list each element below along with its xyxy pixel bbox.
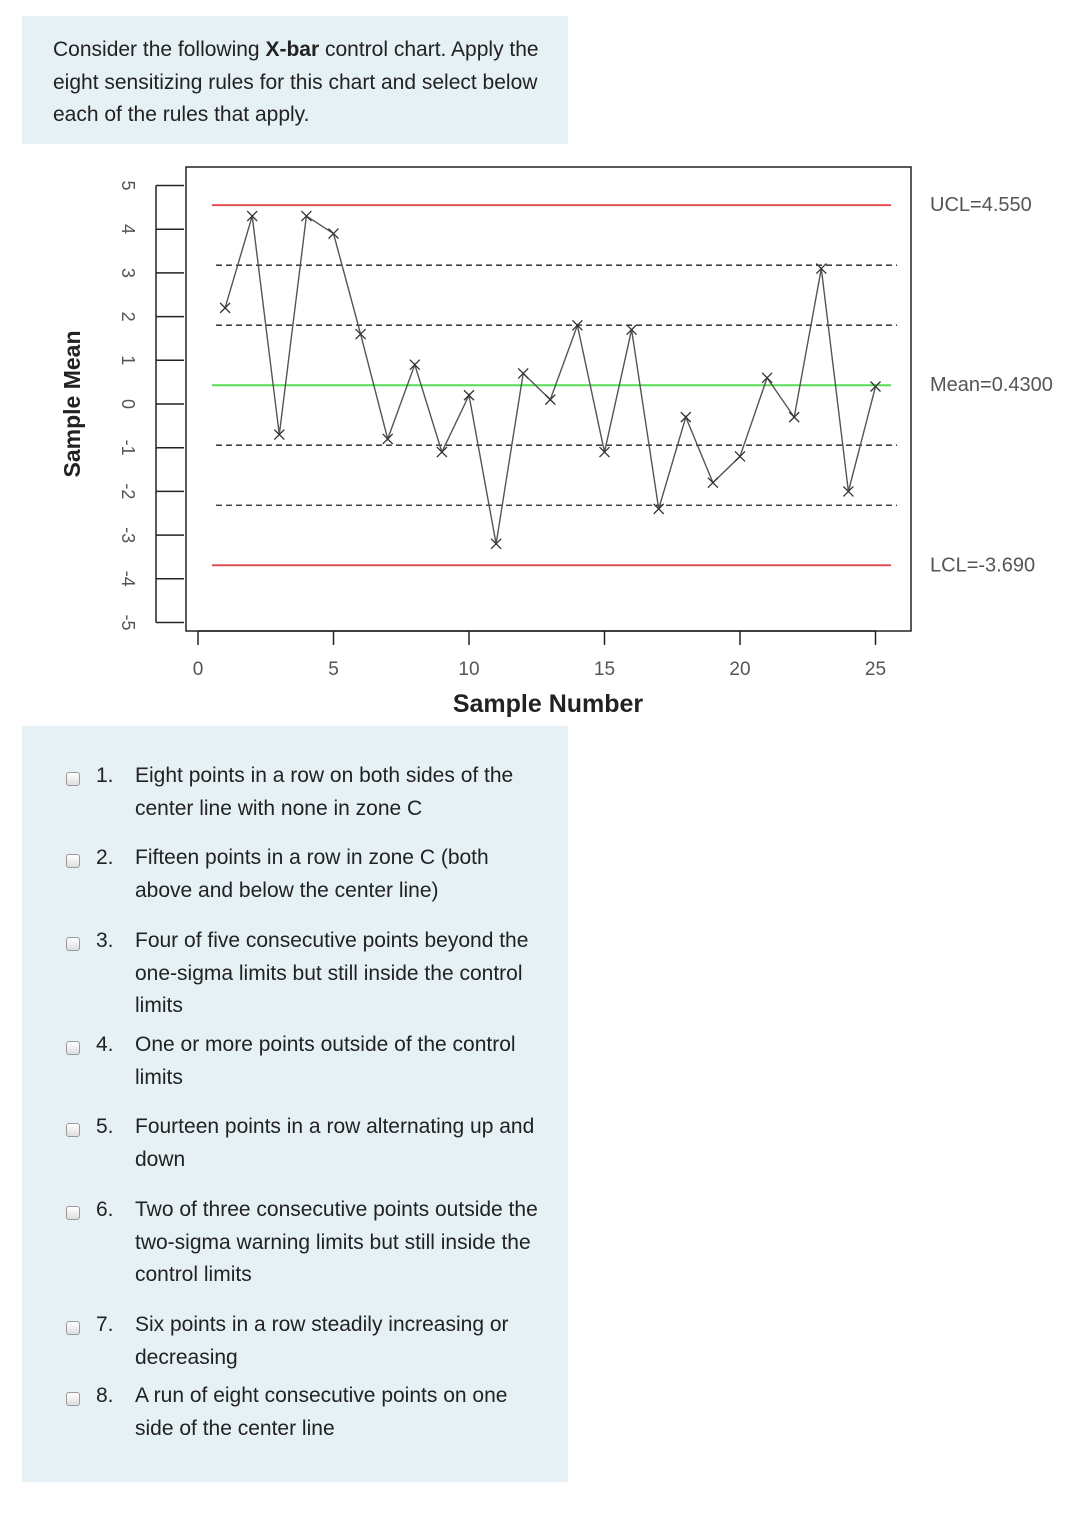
option-7-number: 7. bbox=[96, 1313, 114, 1336]
option-2-label: Fifteen points in a row in zone C (both … bbox=[135, 846, 489, 902]
option-2-checkbox[interactable] bbox=[66, 854, 80, 868]
data-point bbox=[328, 228, 339, 240]
option-4-label: One or more points outside of the contro… bbox=[135, 1033, 516, 1089]
option-4-number: 4. bbox=[96, 1033, 114, 1056]
option-2-number: 2. bbox=[96, 846, 114, 869]
x-axis-title: Sample Number bbox=[453, 690, 644, 718]
data-point bbox=[761, 372, 773, 384]
y-tick-label: -4 bbox=[118, 571, 138, 587]
option-5-number: 5. bbox=[96, 1115, 114, 1138]
option-1-label: Eight points in a row on both sides of t… bbox=[135, 764, 514, 820]
x-tick-label: 5 bbox=[328, 659, 339, 680]
y-tick-label: 3 bbox=[118, 268, 138, 278]
option-1-number: 1. bbox=[96, 764, 114, 787]
data-point bbox=[599, 446, 610, 458]
data-point bbox=[842, 485, 854, 497]
question-prompt: Consider the following X-bar control cha… bbox=[53, 38, 539, 126]
x-tick-label: 25 bbox=[865, 659, 886, 680]
data-point bbox=[815, 263, 827, 274]
option-6-checkbox[interactable] bbox=[66, 1206, 80, 1220]
option-3-number: 3. bbox=[96, 929, 114, 952]
xbar-control-chart: UCL=4.550Mean=0.4300LCL=-3.690543210-1-2… bbox=[59, 166, 1053, 718]
option-6-label: Two of three consecutive points outside … bbox=[135, 1198, 538, 1286]
data-point bbox=[707, 477, 719, 489]
y-tick-label: -1 bbox=[118, 440, 138, 456]
y-axis-title: Sample Mean bbox=[59, 331, 85, 478]
data-point bbox=[436, 446, 448, 458]
option-5-checkbox[interactable] bbox=[66, 1123, 80, 1137]
x-tick-label: 0 bbox=[193, 659, 204, 680]
data-point bbox=[382, 433, 394, 445]
option-7-checkbox[interactable] bbox=[66, 1321, 80, 1335]
option-8-number: 8. bbox=[96, 1384, 114, 1407]
option-8-label: A run of eight consecutive points on one… bbox=[135, 1384, 508, 1440]
reference-label-ucl: UCL=4.550 bbox=[930, 194, 1032, 216]
reference-label-mean: Mean=0.4300 bbox=[930, 374, 1053, 396]
option-8-checkbox[interactable] bbox=[66, 1392, 80, 1406]
data-point bbox=[219, 302, 231, 314]
plot-frame bbox=[185, 166, 912, 632]
data-point bbox=[490, 538, 502, 550]
data-point bbox=[246, 210, 258, 222]
y-tick-label: -5 bbox=[118, 614, 138, 630]
x-tick-label: 15 bbox=[594, 659, 615, 680]
option-3-label: Four of five consecutive points beyond t… bbox=[135, 929, 529, 1017]
option-4-checkbox[interactable] bbox=[66, 1041, 80, 1055]
x-tick-label: 20 bbox=[729, 659, 750, 680]
data-point bbox=[734, 450, 746, 462]
option-7-label: Six points in a row steadily increasing … bbox=[135, 1313, 509, 1369]
y-tick-label: 1 bbox=[118, 355, 138, 365]
options-panel bbox=[22, 726, 568, 1482]
option-6-number: 6. bbox=[96, 1198, 114, 1221]
data-point bbox=[870, 381, 881, 392]
option-5-label: Fourteen points in a row alternating up … bbox=[135, 1115, 535, 1171]
data-point bbox=[355, 328, 367, 340]
y-tick-label: 5 bbox=[118, 180, 138, 190]
question-panel bbox=[22, 16, 568, 144]
data-point bbox=[680, 411, 692, 423]
question-prompt-bold: X-bar bbox=[265, 38, 320, 61]
data-point bbox=[273, 429, 285, 441]
option-3-checkbox[interactable] bbox=[66, 937, 80, 951]
option-1-checkbox[interactable] bbox=[66, 772, 80, 786]
data-point bbox=[788, 411, 800, 423]
x-tick-label: 10 bbox=[458, 659, 479, 680]
y-tick-label: -2 bbox=[118, 483, 138, 499]
y-tick-label: 0 bbox=[118, 399, 138, 409]
y-tick-label: 4 bbox=[118, 224, 138, 234]
y-tick-label: -3 bbox=[118, 527, 138, 543]
control-chart-container: UCL=4.550 Mean=0.4300 LCL=-3.690 5 4 3 2 1 0 -1 -2… bbox=[52, 144, 1053, 726]
data-point bbox=[409, 359, 421, 371]
data-point bbox=[626, 324, 638, 336]
data-point bbox=[653, 503, 665, 515]
data-point bbox=[463, 389, 475, 401]
data-point bbox=[300, 210, 312, 222]
y-tick-label: 2 bbox=[118, 312, 138, 322]
data-point bbox=[517, 367, 529, 379]
data-point bbox=[544, 394, 556, 406]
reference-label-lcl: LCL=-3.690 bbox=[930, 554, 1035, 576]
data-point bbox=[571, 319, 583, 331]
